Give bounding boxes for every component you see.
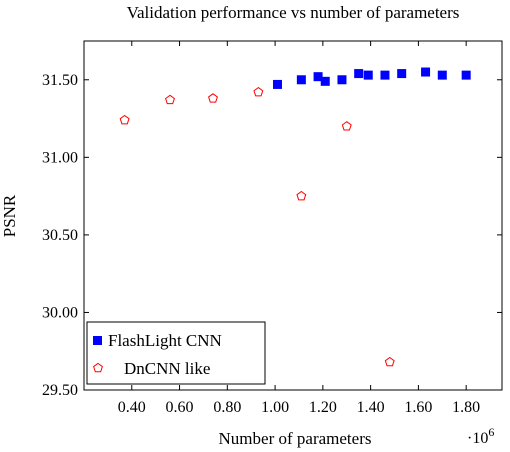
plot-area-frame <box>83 40 503 391</box>
dncnn-like-point <box>208 93 218 103</box>
x-axis-ticks: 0.40 0.60 0.80 1.00 1.20 1.40 1.60 1.80 <box>118 41 480 416</box>
x-tick-label: 0.40 <box>118 399 146 416</box>
flashlight-cnn-point <box>313 72 323 82</box>
y-tick-label: 30.00 <box>42 304 78 321</box>
x-axis-label: Number of parameters <box>219 429 372 448</box>
y-tick-label: 31.50 <box>42 72 78 89</box>
x-multiplier-exponent: 6 <box>488 425 494 439</box>
x-tick-label: 1.80 <box>452 399 480 416</box>
flashlight-cnn-point <box>421 67 431 77</box>
x-tick-label: 1.60 <box>404 399 432 416</box>
flashlight-cnn-point <box>461 70 471 80</box>
x-tick-label: 0.60 <box>166 399 194 416</box>
legend-box <box>86 321 266 385</box>
flashlight-cnn-point <box>296 75 306 85</box>
y-axis-label: PSNR <box>0 194 19 237</box>
dncnn-like-point <box>119 114 130 125</box>
x-multiplier-base: ·10 <box>467 430 488 447</box>
flashlight-cnn-point <box>397 69 407 79</box>
x-tick-label: 1.00 <box>261 399 289 416</box>
chart-title: Validation performance vs number of para… <box>127 3 460 22</box>
y-tick-label: 30.50 <box>42 227 78 244</box>
dncnn-like-point <box>296 190 307 201</box>
x-axis-multiplier: ·106 <box>467 425 494 447</box>
dncnn-like-point <box>341 121 352 131</box>
x-tick-label: 1.20 <box>309 399 337 416</box>
x-tick-label: 0.80 <box>213 399 241 416</box>
flashlight-cnn-point <box>272 79 282 89</box>
data-markers <box>119 67 471 367</box>
legend-label-dncnn: DnCNN like <box>124 359 210 378</box>
y-axis-ticks: 29.50 30.00 30.50 31.00 31.50 <box>42 72 502 399</box>
flashlight-cnn-point <box>320 76 330 86</box>
dncnn-like-point <box>384 356 395 367</box>
flashlight-cnn-point <box>380 70 390 80</box>
legend-label-flashlight: FlashLight CNN <box>108 331 222 350</box>
flashlight-cnn-point <box>337 75 347 85</box>
legend: FlashLight CNN DnCNN like <box>86 321 266 385</box>
flashlight-cnn-point <box>354 69 364 79</box>
legend-pentagon-marker <box>93 362 103 373</box>
y-tick-label: 31.00 <box>42 149 78 166</box>
legend-square-marker <box>93 336 102 345</box>
x-tick-label: 1.40 <box>357 399 385 416</box>
flashlight-cnn-point <box>363 70 373 80</box>
dncnn-like-point <box>165 94 175 105</box>
flashlight-cnn-point <box>437 70 447 80</box>
dncnn-like-point <box>253 86 264 97</box>
y-tick-label: 29.50 <box>42 382 78 399</box>
